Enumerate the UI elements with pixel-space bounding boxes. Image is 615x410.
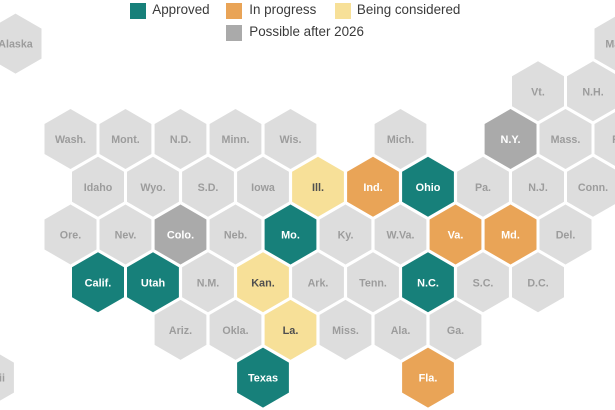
svg-text:Utah: Utah: [141, 277, 165, 289]
svg-text:Nev.: Nev.: [115, 230, 137, 242]
svg-text:Mont.: Mont.: [111, 134, 140, 146]
svg-text:S.D.: S.D.: [198, 182, 219, 194]
svg-text:Wis.: Wis.: [280, 134, 302, 146]
svg-text:La.: La.: [283, 325, 299, 337]
svg-text:Ala.: Ala.: [391, 325, 411, 337]
svg-text:Va.: Va.: [448, 230, 464, 242]
svg-text:Hawaii: Hawaii: [0, 373, 5, 385]
svg-text:Alaska: Alaska: [0, 39, 34, 51]
svg-text:W.Va.: W.Va.: [387, 230, 415, 242]
svg-text:Texas: Texas: [248, 373, 278, 385]
svg-text:Md.: Md.: [501, 230, 520, 242]
svg-text:Ind.: Ind.: [363, 182, 382, 194]
svg-text:S.C.: S.C.: [473, 277, 494, 289]
svg-text:Del.: Del.: [556, 230, 576, 242]
svg-text:Miss.: Miss.: [332, 325, 359, 337]
svg-text:Pa.: Pa.: [475, 182, 491, 194]
svg-text:R.I.: R.I.: [612, 134, 615, 146]
svg-text:Ill.: Ill.: [312, 182, 324, 194]
svg-text:Calif.: Calif.: [85, 277, 112, 289]
svg-text:D.C.: D.C.: [527, 277, 548, 289]
svg-text:Wyo.: Wyo.: [140, 182, 165, 194]
svg-text:Ohio: Ohio: [416, 182, 441, 194]
svg-text:N.D.: N.D.: [170, 134, 191, 146]
svg-text:Iowa: Iowa: [251, 182, 276, 194]
svg-text:Ga.: Ga.: [447, 325, 464, 337]
svg-text:Minn.: Minn.: [222, 134, 250, 146]
svg-text:N.C.: N.C.: [417, 277, 439, 289]
svg-text:Ky.: Ky.: [338, 230, 354, 242]
svg-text:Idaho: Idaho: [84, 182, 113, 194]
svg-text:N.H.: N.H.: [582, 86, 603, 98]
svg-text:Kan.: Kan.: [251, 277, 275, 289]
svg-text:Ark.: Ark.: [308, 277, 329, 289]
svg-text:Ore.: Ore.: [60, 230, 81, 242]
svg-text:Colo.: Colo.: [167, 230, 194, 242]
svg-text:N.J.: N.J.: [528, 182, 548, 194]
svg-text:N.M.: N.M.: [197, 277, 220, 289]
svg-text:Neb.: Neb.: [224, 230, 247, 242]
svg-text:Mass.: Mass.: [551, 134, 581, 146]
svg-text:Fla.: Fla.: [419, 373, 438, 385]
svg-text:Ariz.: Ariz.: [169, 325, 192, 337]
svg-text:Mo.: Mo.: [281, 230, 300, 242]
svg-text:Vt.: Vt.: [531, 86, 545, 98]
svg-text:Wash.: Wash.: [55, 134, 86, 146]
svg-text:Conn.: Conn.: [578, 182, 608, 194]
svg-text:Maine: Maine: [605, 39, 615, 51]
svg-text:Okla.: Okla.: [222, 325, 248, 337]
svg-text:N.Y.: N.Y.: [501, 134, 521, 146]
svg-text:Mich.: Mich.: [387, 134, 414, 146]
svg-text:Tenn.: Tenn.: [359, 277, 387, 289]
